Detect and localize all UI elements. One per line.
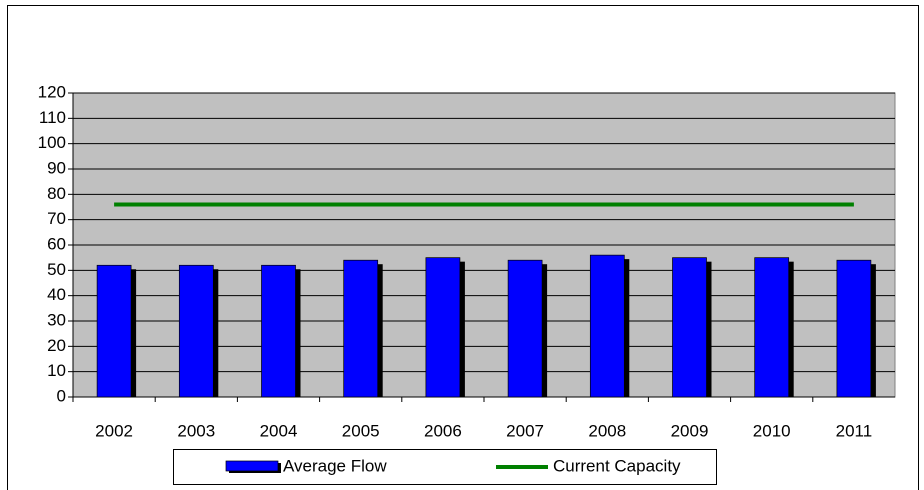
legend-swatch — [225, 460, 279, 472]
legend-label: Average Flow — [283, 456, 387, 475]
x-tick-label: 2005 — [342, 421, 380, 440]
x-tick-label: 2007 — [506, 421, 544, 440]
y-tick-label: 50 — [47, 260, 66, 279]
bar — [507, 259, 543, 398]
bar — [96, 264, 132, 398]
x-tick-label: 2008 — [588, 421, 626, 440]
x-tick-label: 2006 — [424, 421, 462, 440]
x-tick-label: 2004 — [260, 421, 298, 440]
x-tick-label: 2009 — [671, 421, 709, 440]
y-tick-label: 100 — [38, 133, 66, 152]
bar — [343, 259, 379, 398]
x-tick-label: 2003 — [177, 421, 215, 440]
bar — [589, 254, 625, 398]
legend-label: Current Capacity — [553, 456, 681, 475]
bar — [754, 257, 790, 398]
y-tick-label: 70 — [47, 209, 66, 228]
x-tick-label: 2010 — [753, 421, 791, 440]
x-tick-label: 2002 — [95, 421, 133, 440]
x-tick-label: 2011 — [836, 421, 873, 440]
y-tick-label: 90 — [47, 158, 66, 177]
y-tick-label: 10 — [47, 361, 66, 380]
y-tick-label: 40 — [47, 285, 66, 304]
y-tick-label: 80 — [47, 184, 66, 203]
y-tick-label: 20 — [47, 336, 66, 355]
bar — [672, 257, 707, 398]
bar — [425, 257, 461, 398]
bar — [836, 259, 872, 398]
y-tick-label: 0 — [57, 386, 66, 405]
y-tick-label: 30 — [47, 310, 66, 329]
bar — [261, 264, 296, 398]
bar — [178, 264, 214, 398]
y-tick-label: 120 — [38, 82, 66, 101]
y-tick-label: 110 — [39, 108, 66, 127]
y-tick-label: 60 — [47, 234, 66, 253]
